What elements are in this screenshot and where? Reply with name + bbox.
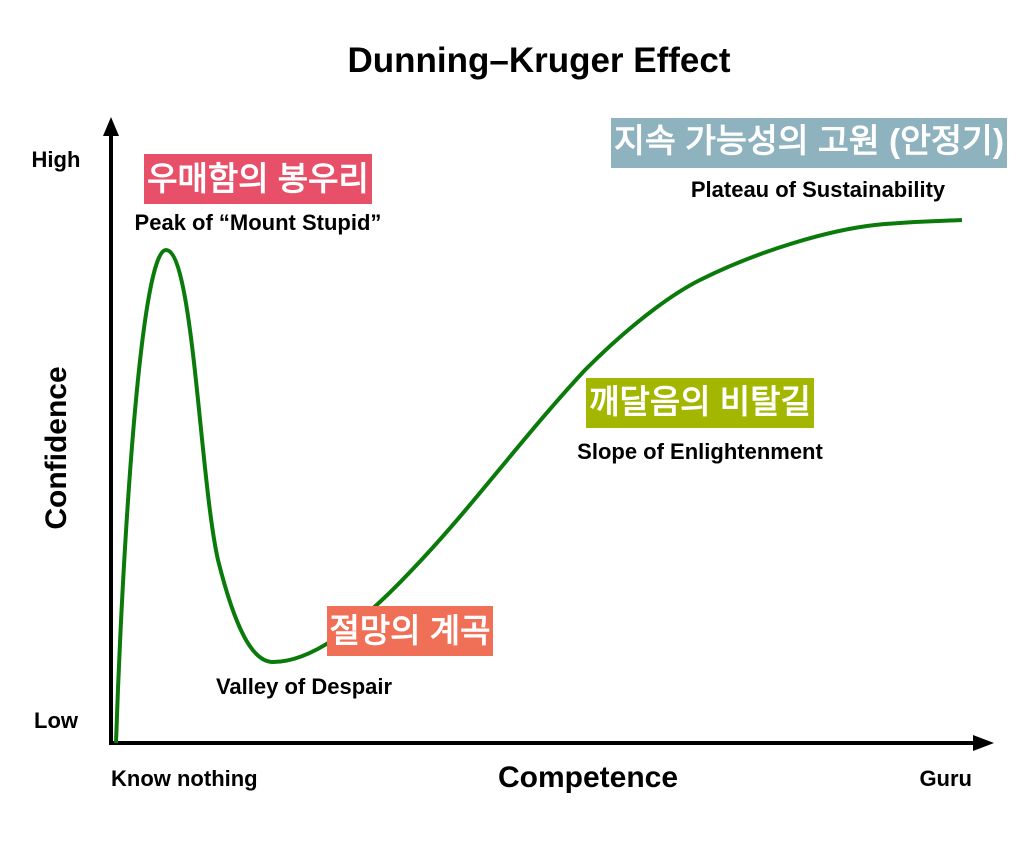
- phase-valley: 절망의 계곡 Valley of Despair: [216, 606, 493, 699]
- confidence-curve: [114, 218, 963, 744]
- chart-title: Dunning–Kruger Effect: [347, 41, 730, 80]
- phase-slope-badge: [586, 378, 814, 428]
- x-axis-end-label: Guru: [919, 766, 972, 791]
- phase-plateau: 지속 가능성의 고원 (안정기) Plateau of Sustainabili…: [611, 118, 1007, 202]
- y-axis-low-label: Low: [34, 708, 79, 733]
- phase-slope-english-label: Slope of Enlightenment: [577, 439, 823, 464]
- y-axis-high-label: High: [32, 147, 81, 172]
- x-axis-title: Competence: [498, 761, 678, 794]
- phase-peak-english-label: Peak of “Mount Stupid”: [135, 210, 382, 235]
- phase-valley-korean-label: 절망의 계곡: [330, 612, 491, 649]
- phase-peak: 우매함의 봉우리 Peak of “Mount Stupid”: [135, 154, 382, 235]
- axes: [103, 117, 994, 751]
- y-axis-title: Confidence: [40, 366, 73, 529]
- phase-peak-korean-label: 우매함의 봉우리: [147, 160, 369, 197]
- phase-plateau-korean-label: 지속 가능성의 고원 (안정기): [614, 122, 1004, 159]
- phase-valley-badge: [327, 606, 493, 656]
- x-axis-arrow: [973, 735, 994, 751]
- phase-plateau-english-label: Plateau of Sustainability: [691, 177, 946, 202]
- phase-slope: 깨달음의 비탈길 Slope of Enlightenment: [577, 378, 824, 464]
- phase-slope-korean-label: 깨달음의 비탈길: [589, 383, 811, 420]
- x-axis-start-label: Know nothing: [111, 766, 258, 791]
- y-axis-arrow: [103, 117, 119, 136]
- phase-plateau-badge: [611, 118, 1007, 168]
- phase-valley-english-label: Valley of Despair: [216, 674, 393, 699]
- phase-peak-badge: [144, 154, 372, 204]
